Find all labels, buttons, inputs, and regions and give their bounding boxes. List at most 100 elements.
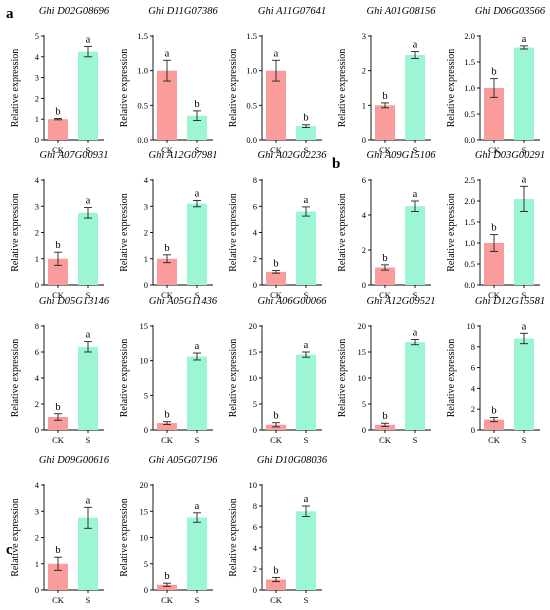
chart-13: Ghi A06G00066 Relative expression 0 5 10 15 20… — [228, 296, 327, 445]
x-tick-label: S — [86, 290, 91, 300]
significance-letter: b — [194, 99, 199, 110]
bar-ck — [266, 579, 286, 590]
significance-letter: b — [491, 223, 496, 234]
chart-16: Ghi D09G00616 Relative expression 0 1 2 3 4 b CK… — [10, 455, 110, 605]
chart-3: Ghi A11G07641 Relative expression 0.0 0.5 1.… — [228, 6, 326, 155]
chart-title: Ghi D09G00616 — [39, 455, 110, 466]
significance-letter: a — [86, 34, 91, 45]
y-axis-label: Relative expression — [119, 49, 130, 128]
y-tick-label: 3 — [362, 31, 366, 41]
x-tick-label: CK — [488, 435, 501, 445]
chart-6: Ghi A07G00931 Relative expression 0 1 2 3 4 b CK… — [10, 150, 108, 300]
y-axis-label: Relative expression — [228, 339, 239, 418]
significance-letter: b — [303, 113, 308, 124]
bar-s — [296, 211, 316, 285]
x-tick-label: S — [304, 145, 309, 155]
y-axis-label: Relative expression — [337, 193, 348, 272]
y-axis-label: Relative expression — [10, 193, 21, 272]
chart-title: Ghi A07G00931 — [40, 150, 109, 161]
significance-letter: b — [164, 571, 169, 582]
y-tick-label: 0 — [144, 425, 148, 435]
bar-s — [187, 115, 207, 140]
y-tick-label: 2.0 — [464, 196, 475, 206]
y-tick-label: 1.5 — [464, 217, 475, 227]
significance-letter: b — [273, 411, 278, 422]
x-tick-label: CK — [161, 145, 174, 155]
y-tick-label: 10 — [249, 373, 258, 383]
bar-ck — [157, 584, 177, 590]
y-axis-label: Relative expression — [446, 339, 457, 418]
significance-letter: a — [165, 48, 170, 59]
y-tick-label: 0.5 — [137, 100, 148, 110]
x-tick-label: S — [195, 435, 200, 445]
y-axis-label: Relative expression — [10, 49, 21, 128]
y-tick-label: 0.5 — [464, 259, 475, 269]
significance-letter: b — [491, 406, 496, 417]
panel-label-b: b — [332, 156, 340, 172]
bar-s — [514, 47, 534, 140]
y-tick-label: 0 — [35, 280, 39, 290]
bar-s — [514, 338, 534, 430]
bar-ck — [48, 258, 68, 285]
y-tick-label: 2 — [253, 564, 257, 574]
y-tick-label: 5 — [362, 399, 366, 409]
chart-title: Ghi A06G00066 — [258, 296, 328, 307]
y-axis-label: Relative expression — [228, 193, 239, 272]
y-tick-label: 2 — [471, 404, 475, 414]
panel-label-c: c — [6, 542, 13, 558]
bar-ck — [157, 258, 177, 285]
y-axis-label: Relative expression — [10, 498, 21, 577]
y-tick-label: 1.5 — [246, 31, 257, 41]
y-axis-label: Relative expression — [446, 49, 457, 128]
y-tick-label: 4 — [253, 543, 258, 553]
x-tick-label: S — [413, 145, 418, 155]
significance-letter: a — [274, 48, 279, 59]
y-tick-label: 4 — [362, 210, 367, 220]
bar-ck — [157, 70, 177, 140]
bar-s — [187, 517, 207, 590]
significance-letter: b — [382, 253, 387, 264]
chart-title: Ghi A09G15106 — [367, 150, 437, 161]
y-tick-label: 0 — [35, 135, 39, 145]
bar-ck — [375, 105, 395, 140]
chart-18: Ghi D10G08036 Relative expression 0 2 4 6 8 10 b… — [228, 455, 328, 605]
significance-letter: a — [413, 189, 418, 200]
y-tick-label: 2 — [35, 399, 39, 409]
y-axis-label: Relative expression — [228, 49, 239, 128]
bar-s — [187, 203, 207, 285]
y-tick-label: 10 — [249, 480, 258, 490]
y-tick-label: 0.0 — [464, 280, 475, 290]
x-tick-label: CK — [488, 290, 501, 300]
chart-title: Ghi A05G07196 — [149, 455, 219, 466]
significance-letter: a — [195, 501, 200, 512]
significance-letter: b — [55, 545, 60, 556]
y-tick-label: 2 — [35, 228, 39, 238]
y-tick-label: 8 — [253, 175, 257, 185]
significance-letter: a — [522, 174, 527, 185]
x-tick-label: CK — [379, 435, 392, 445]
chart-5: Ghi D06G03566 Relative expression 0.0 0.5 1.… — [446, 6, 546, 155]
y-tick-label: 0 — [362, 135, 366, 145]
chart-11: Ghi D05G13146 Relative expression 0 2 4 6 8 b CK… — [10, 296, 110, 445]
x-tick-label: S — [522, 290, 527, 300]
x-tick-label: CK — [52, 595, 65, 605]
x-tick-label: CK — [52, 290, 65, 300]
y-tick-label: 2 — [35, 93, 39, 103]
y-tick-label: 0.0 — [246, 135, 257, 145]
y-tick-label: 20 — [140, 480, 149, 490]
y-tick-label: 3 — [144, 201, 148, 211]
chart-title: Ghi D03G00291 — [475, 150, 545, 161]
significance-letter: a — [195, 341, 200, 352]
y-tick-label: 10 — [467, 321, 476, 331]
y-tick-label: 1.5 — [464, 57, 475, 67]
significance-letter: b — [164, 410, 169, 421]
significance-letter: a — [304, 195, 309, 206]
y-tick-label: 20 — [249, 321, 258, 331]
y-tick-label: 5 — [253, 399, 257, 409]
bar-s — [405, 342, 425, 430]
y-tick-label: 1.5 — [137, 31, 148, 41]
y-tick-label: 1.0 — [137, 66, 148, 76]
y-tick-label: 4 — [35, 52, 40, 62]
bar-s — [405, 206, 425, 285]
